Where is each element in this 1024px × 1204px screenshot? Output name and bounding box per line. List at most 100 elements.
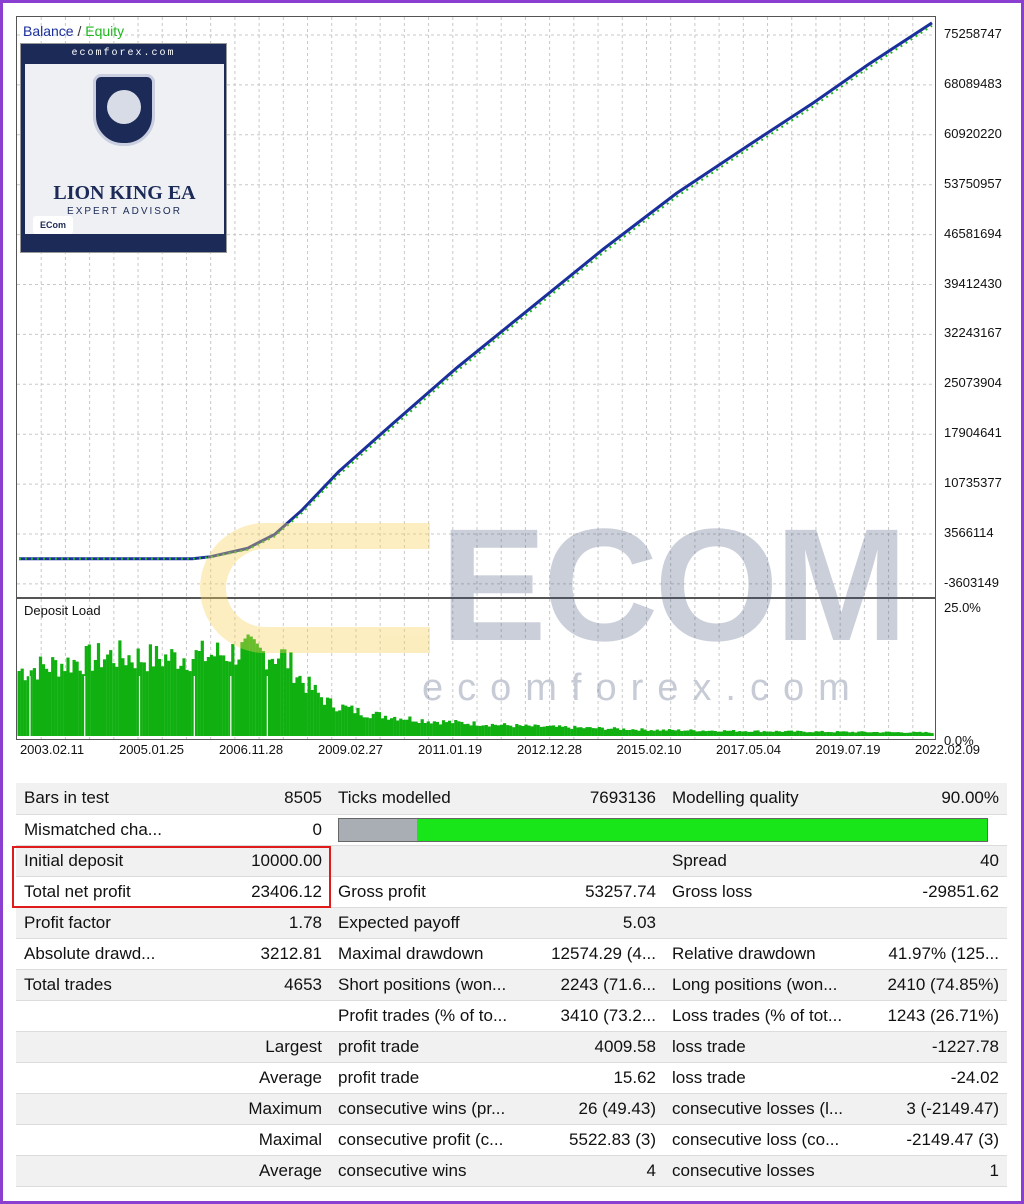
lion-king-logo: ecomforex.com LION KING EA EXPERT ADVISO… [20, 43, 227, 253]
deposit-load-bar [246, 634, 250, 736]
report-value: 1243 (26.71%) [870, 1000, 1007, 1032]
deposit-load-bar [875, 732, 879, 736]
deposit-load-bar [900, 732, 904, 736]
report-label: Gross profit [330, 876, 530, 908]
deposit-load-bar [646, 730, 650, 736]
deposit-load-bar [628, 730, 632, 736]
deposit-load-bar [783, 731, 788, 736]
report-label: Modelling quality [664, 783, 870, 815]
deposit-load-bar [292, 682, 296, 736]
report-row: Absolute drawd... 3212.81 Maximal drawdown… [16, 938, 1007, 970]
deposit-load-bar [759, 732, 763, 736]
report-row: Total trades 4653 Short positions (won... 2… [16, 969, 1007, 1001]
y-tick-label: 17904641 [944, 425, 1002, 441]
y-tick-label: 39412430 [944, 275, 1002, 291]
deposit-load-bar [692, 730, 696, 736]
deposit-load-bar [338, 710, 342, 736]
deposit-load-bar [252, 639, 256, 736]
deposit-load-bar [564, 726, 568, 736]
deposit-load-bar [774, 730, 778, 736]
deposit-load-bar [680, 731, 684, 736]
deposit-load-bar [704, 731, 708, 736]
report-value: 8505 [174, 783, 330, 815]
deposit-load-bar [329, 698, 333, 736]
report-label [16, 1124, 174, 1156]
deposit-load-bar [674, 730, 678, 736]
deposit-load-bar [536, 725, 540, 736]
report-row: Profit trades (% of to... 3410 (73.2... Lo… [16, 1000, 1007, 1032]
deposit-load-bar [609, 728, 614, 736]
load-y-tick-label: 0.0% [944, 733, 974, 748]
deposit-load-bar [261, 651, 265, 736]
deposit-load-bar [347, 706, 351, 736]
deposit-load-bar [286, 668, 290, 736]
deposit-load-bar [136, 648, 140, 736]
deposit-load-bar [133, 668, 137, 736]
deposit-load-bar [304, 692, 308, 736]
deposit-load-bar [393, 716, 397, 736]
deposit-load-bar [295, 677, 299, 736]
y-tick-label: -3603149 [944, 574, 999, 590]
report-value: 10000.00 [174, 845, 330, 877]
deposit-load-bar [884, 731, 888, 736]
deposit-load-bar [484, 725, 488, 736]
deposit-load-bar [664, 730, 668, 736]
deposit-load-bar [622, 728, 626, 736]
deposit-load-bar [829, 732, 833, 736]
deposit-load-bar [81, 674, 85, 736]
deposit-load-bar [451, 723, 455, 736]
report-value: 3 (-2149.47) [870, 1093, 1007, 1125]
report-value: 12574.29 (4... [530, 938, 664, 970]
deposit-load-bar [597, 727, 601, 736]
deposit-load-bar [487, 726, 491, 736]
deposit-load-bar [17, 671, 21, 736]
deposit-load-plot [17, 599, 934, 739]
report-label: Long positions (won... [664, 969, 870, 1001]
report-row: Largest profit trade 4009.58 loss trade -122… [16, 1031, 1007, 1063]
deposit-load-bar [87, 644, 91, 736]
deposit-load-bar [371, 713, 375, 736]
logo-subtitle: EXPERT ADVISOR [67, 206, 182, 217]
deposit-load-bar [222, 655, 226, 736]
deposit-load-bar [570, 728, 574, 736]
deposit-load-bar [96, 643, 101, 736]
deposit-load-bar [811, 732, 815, 736]
deposit-load-bar [264, 669, 268, 736]
report-value: 26 (49.43) [530, 1093, 664, 1125]
deposit-load-bar [725, 730, 730, 736]
deposit-load-bar [408, 716, 412, 736]
report-label: consecutive profit (c... [330, 1124, 530, 1156]
report-value: -2149.47 (3) [870, 1124, 1007, 1156]
deposit-load-bar [420, 719, 424, 736]
deposit-load-bar [267, 659, 272, 736]
deposit-load-bar [396, 720, 400, 736]
report-label: consecutive losses [664, 1155, 870, 1187]
report-label: Ticks modelled [330, 783, 530, 815]
deposit-load-bar [432, 721, 436, 736]
deposit-load-bar [845, 731, 849, 736]
deposit-load-bar [567, 727, 571, 736]
x-tick-label: 2019.07.19 [815, 742, 881, 757]
deposit-load-bar [582, 728, 586, 736]
report-value: 4653 [174, 969, 330, 1001]
deposit-load-bar [130, 662, 134, 736]
deposit-load-bar [301, 682, 305, 736]
deposit-load-bar [32, 668, 36, 736]
deposit-load-bar [142, 662, 146, 736]
deposit-load-bar [258, 647, 262, 736]
deposit-load-bar [335, 711, 339, 736]
deposit-load-bar [634, 729, 638, 736]
deposit-load-bar [225, 661, 229, 736]
deposit-load-bar [78, 670, 82, 736]
deposit-load-bar [118, 640, 122, 736]
deposit-load-bar [490, 723, 494, 736]
report-label: Total trades [16, 969, 174, 1001]
deposit-load-bar [277, 658, 281, 736]
deposit-load-bar [881, 732, 885, 736]
deposit-load-bar [857, 731, 861, 736]
report-label: Expected payoff [330, 907, 530, 939]
deposit-load-bar [344, 705, 348, 736]
deposit-load-bar [237, 659, 241, 736]
deposit-load-bar [515, 724, 519, 736]
y-tick-label: 32243167 [944, 325, 1002, 341]
